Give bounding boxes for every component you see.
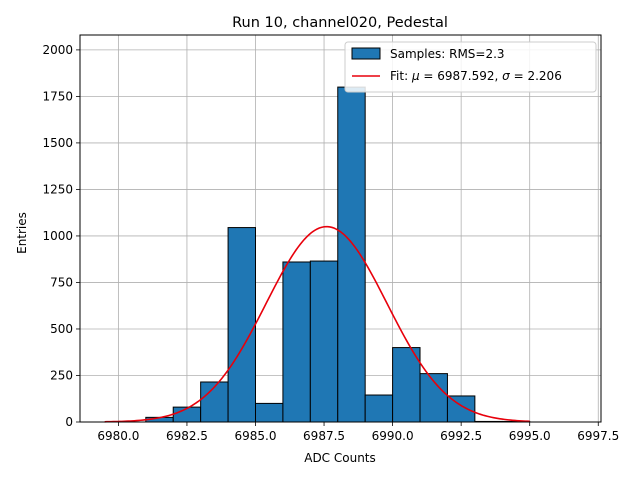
y-axis-ticks: 0 250 500 750 1000 1250 1500 1750 2000 [42, 43, 80, 429]
legend-label-samples: Samples: RMS=2.3 [390, 47, 505, 61]
histogram-bar [392, 347, 421, 423]
histogram-bar [254, 402, 284, 423]
histogram-bar [309, 260, 339, 423]
y-tick-label: 1750 [42, 89, 73, 103]
legend-fit-equals-2: = [510, 69, 528, 83]
x-axis-label: ADC Counts [304, 451, 376, 465]
x-tick-label: 6997.5 [577, 429, 619, 443]
legend-fit-sep: , [495, 69, 503, 83]
y-tick-label: 1000 [42, 229, 73, 243]
chart-title: Run 10, channel020, Pedestal [232, 15, 448, 31]
histogram-bar [227, 227, 256, 423]
x-tick-label: 6987.5 [303, 429, 345, 443]
x-tick-label: 6992.5 [440, 429, 482, 443]
y-tick-label: 500 [50, 322, 73, 336]
y-tick-label: 1250 [42, 182, 73, 196]
x-tick-label: 6985.0 [234, 429, 276, 443]
y-tick-label: 750 [50, 275, 73, 289]
histogram-bars [145, 86, 531, 423]
legend-fit-sigma-symbol: σ [502, 69, 510, 83]
x-axis-ticks: 6980.0 6982.5 6985.0 6987.5 6990.0 6992.5 6995… [97, 422, 619, 443]
legend-fit-equals-1: = [420, 69, 438, 83]
y-axis-label: Entries [15, 212, 29, 254]
legend-swatch-samples [351, 47, 381, 60]
x-tick-label: 6990.0 [372, 429, 414, 443]
legend-fit-sigma-value: 2.206 [527, 69, 561, 83]
y-tick-label: 2000 [42, 43, 73, 57]
x-tick-label: 6995.0 [509, 429, 551, 443]
legend-fit-mu-symbol: μ [411, 69, 420, 83]
histogram-bar [172, 406, 202, 423]
fit-curve-group [104, 225, 530, 423]
histogram-bar [282, 261, 311, 423]
y-tick-label: 250 [50, 368, 73, 382]
y-tick-label: 1500 [42, 136, 73, 150]
y-tick-label: 0 [65, 415, 73, 429]
legend-box [344, 41, 597, 93]
x-tick-label: 6982.5 [166, 429, 208, 443]
legend-fit-name: Fit [390, 69, 404, 83]
plot-frame [79, 34, 602, 423]
gaussian-fit-line [104, 225, 530, 423]
legend-label-fit: Fit: μ = 6987.592, σ = 2.206 [390, 69, 562, 83]
legend: Samples: RMS=2.3 Fit: μ = 6987.592, σ = … [344, 41, 597, 93]
x-tick-label: 6980.0 [97, 429, 139, 443]
legend-fit-mu-value: 6987.592 [437, 69, 494, 83]
legend-fit-colon: : [404, 69, 412, 83]
histogram-bar [446, 395, 476, 423]
histogram-bar [364, 394, 394, 423]
